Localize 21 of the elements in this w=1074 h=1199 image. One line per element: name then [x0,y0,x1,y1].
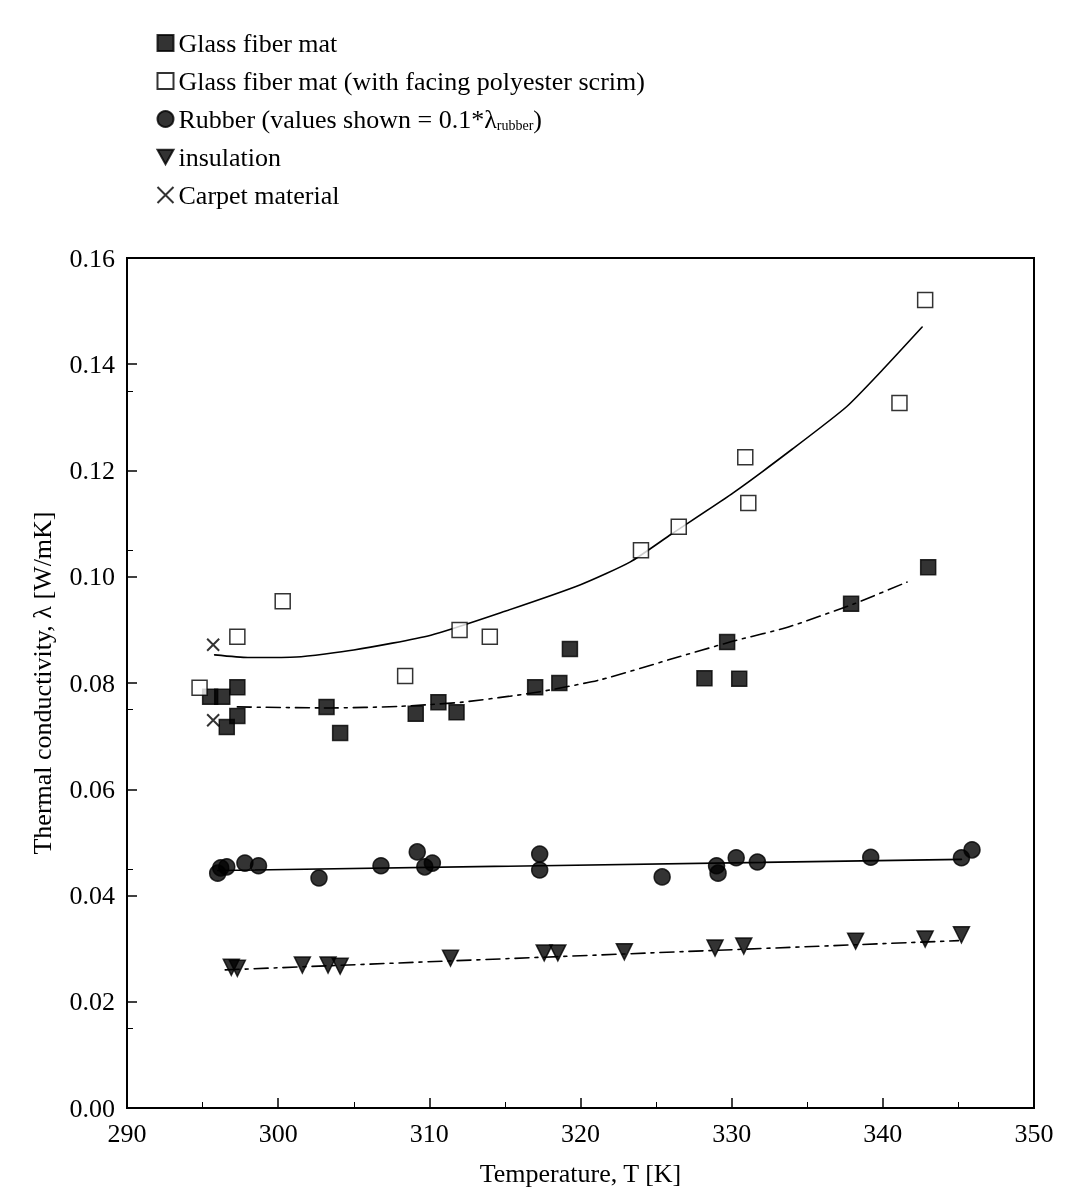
y-axis-title: Thermal conductivity, λ [W/mK] [27,511,57,855]
y-tick-label: 0.10 [69,562,115,592]
legend-label: Glass fiber mat (with facing polyester scrim) [178,66,645,96]
x-axis-title: Temperature, T [K] [479,1158,682,1188]
x-tick-label: 350 [1014,1118,1054,1148]
y-tick-label: 0.02 [69,987,115,1017]
y-tick-label: 0.12 [69,456,115,485]
y-tick-label: 0.14 [69,349,115,379]
y-tick-label: 0.06 [69,774,115,804]
legend-label: insulation [178,142,282,172]
x-tick-label: 330 [712,1118,752,1148]
x-tick-label: 310 [409,1118,449,1148]
y-tick-label: 0.16 [69,243,115,273]
legend-label: Rubber (values shown = 0.1*λrubber) [178,104,542,134]
y-tick-label: 0.04 [69,881,115,910]
y-tick-label: 0.08 [69,668,115,698]
legend-label: Glass fiber mat [178,28,339,58]
x-tick-label: 320 [561,1118,600,1148]
x-tick-label: 300 [258,1118,298,1148]
legend-label: Carpet material [178,180,340,210]
x-tick-label: 340 [863,1118,903,1148]
